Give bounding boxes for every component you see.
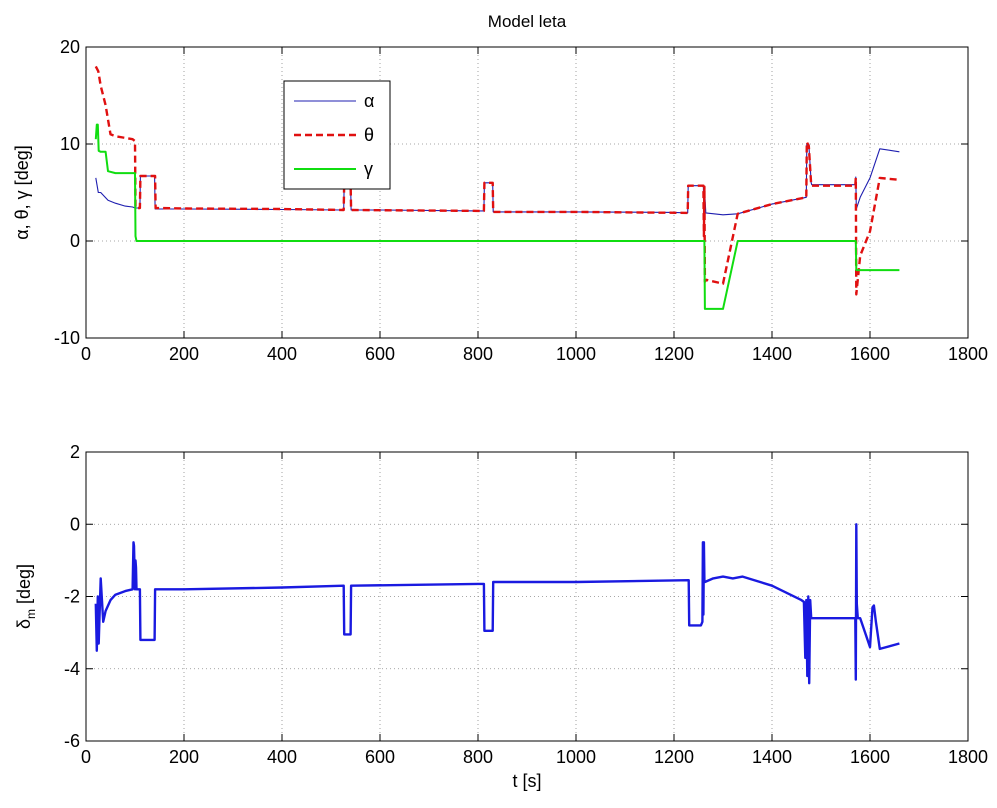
series-line-γ — [94, 123, 900, 310]
x-tick-label: 1800 — [948, 747, 988, 767]
y-tick-label: 0 — [70, 231, 80, 251]
y-tick-label: -2 — [64, 587, 80, 607]
legend: αθγ — [283, 80, 391, 190]
legend-box — [283, 80, 391, 190]
x-tick-label: 1200 — [654, 344, 694, 364]
y-tick-label: 2 — [70, 442, 80, 462]
x-tick-label: 1400 — [752, 747, 792, 767]
y-axis-label: α, θ, γ [deg] — [12, 145, 32, 239]
figure-title: Model leta — [488, 12, 567, 31]
x-tick-label: 1000 — [556, 344, 596, 364]
x-tick-label: 400 — [267, 747, 297, 767]
x-tick-label: 800 — [463, 344, 493, 364]
x-tick-label: 0 — [81, 344, 91, 364]
x-tick-label: 200 — [169, 344, 199, 364]
top-axes: 0 200 400 600 800 1000 1200 1400 1600 1800-100102… — [12, 37, 988, 364]
plot-area — [86, 47, 968, 338]
x-tick-label: 600 — [365, 747, 395, 767]
series-line-delta-m — [94, 523, 900, 685]
legend-label: θ — [364, 125, 374, 145]
x-tick-label: 1800 — [948, 344, 988, 364]
x-tick-label: 1200 — [654, 747, 694, 767]
y-tick-label: -4 — [64, 659, 80, 679]
legend-label: α — [364, 91, 374, 111]
x-tick-label: 1000 — [556, 747, 596, 767]
x-tick-label: 200 — [169, 747, 199, 767]
x-tick-label: 800 — [463, 747, 493, 767]
y-axis-label: δm [deg] — [14, 564, 38, 629]
x-tick-label: 1400 — [752, 344, 792, 364]
y-tick-label: -10 — [54, 328, 80, 348]
y-tick-label: 10 — [60, 134, 80, 154]
x-tick-label: 400 — [267, 344, 297, 364]
y-tick-label: -6 — [64, 731, 80, 751]
x-tick-label: 1600 — [850, 344, 890, 364]
y-tick-label: 0 — [70, 514, 80, 534]
axes-frame — [85, 46, 969, 339]
x-tick-label: 0 — [81, 747, 91, 767]
x-axis-label: t [s] — [512, 771, 541, 791]
x-tick-label: 1600 — [850, 747, 890, 767]
legend-label: γ — [364, 159, 373, 179]
x-tick-label: 600 — [365, 344, 395, 364]
bottom-axes: 0 200 400 600 800 1000 1200 1400 1600 1800 -6 -4 -2 0… — [14, 442, 988, 791]
y-tick-label: 20 — [60, 37, 80, 57]
